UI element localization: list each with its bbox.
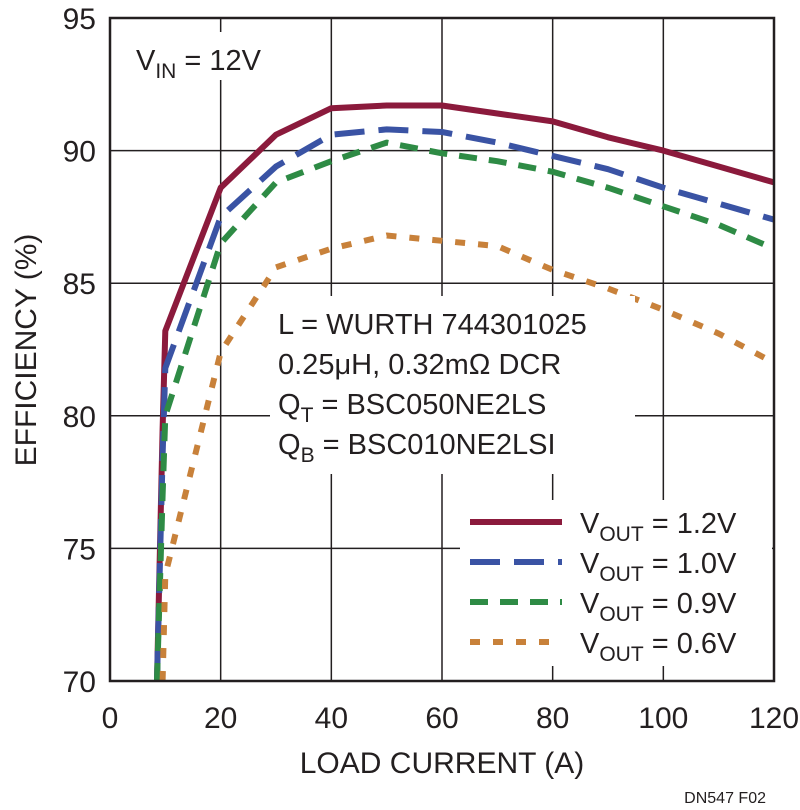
legend-label-3: VOUT = 0.9V	[580, 588, 737, 626]
x-tick-label-60: 60	[425, 702, 458, 735]
series-line-1	[154, 102, 775, 682]
series-group	[154, 102, 776, 682]
y-axis-label: EFFICIENCY (%)	[10, 234, 43, 467]
y-tick-label-95: 95	[63, 3, 96, 36]
x-axis-label: LOAD CURRENT (A)	[300, 747, 584, 780]
dcr-annotation: 0.25μH, 0.32mΩ DCR	[278, 349, 561, 381]
series-line-4	[159, 232, 776, 682]
tick-labels: 0 20 40 60 80 100 120 70 75 80 85 90 95	[63, 3, 799, 735]
legend-bg	[460, 500, 772, 666]
x-tick-label-40: 40	[315, 702, 348, 735]
y-tick-label-85: 85	[63, 268, 96, 301]
y-tick-label-75: 75	[63, 533, 96, 566]
series-line-3	[154, 139, 776, 682]
y-tick-label-70: 70	[63, 666, 96, 699]
x-tick-label-20: 20	[204, 702, 237, 735]
plot-frame	[108, 16, 776, 683]
x-tick-label-0: 0	[102, 702, 119, 735]
component-annotation-bg	[270, 296, 635, 474]
x-tick-label-80: 80	[536, 702, 569, 735]
x-tick-label-120: 120	[749, 702, 799, 735]
qb-annotation: QB = BSC010NE2LSI	[278, 429, 556, 467]
legend-label-1: VOUT = 1.2V	[580, 508, 737, 546]
inductor-annotation: L = WURTH 744301025	[278, 309, 587, 341]
x-tick-label-100: 100	[638, 702, 688, 735]
figure-id: DN547 F02	[684, 790, 766, 807]
legend: VOUT = 1.2V VOUT = 1.0V VOUT = 0.9V VOUT…	[460, 500, 772, 666]
y-tick-label-90: 90	[63, 136, 96, 169]
series-line-2	[154, 126, 775, 682]
legend-label-4: VOUT = 0.6V	[580, 628, 737, 666]
y-tick-label-80: 80	[63, 401, 96, 434]
vin-annotation: VIN = 12V	[136, 45, 262, 83]
legend-label-2: VOUT = 1.0V	[580, 548, 737, 586]
vin-annotation-bg	[126, 32, 294, 80]
qt-annotation: QT = BSC050NE2LS	[278, 389, 546, 427]
